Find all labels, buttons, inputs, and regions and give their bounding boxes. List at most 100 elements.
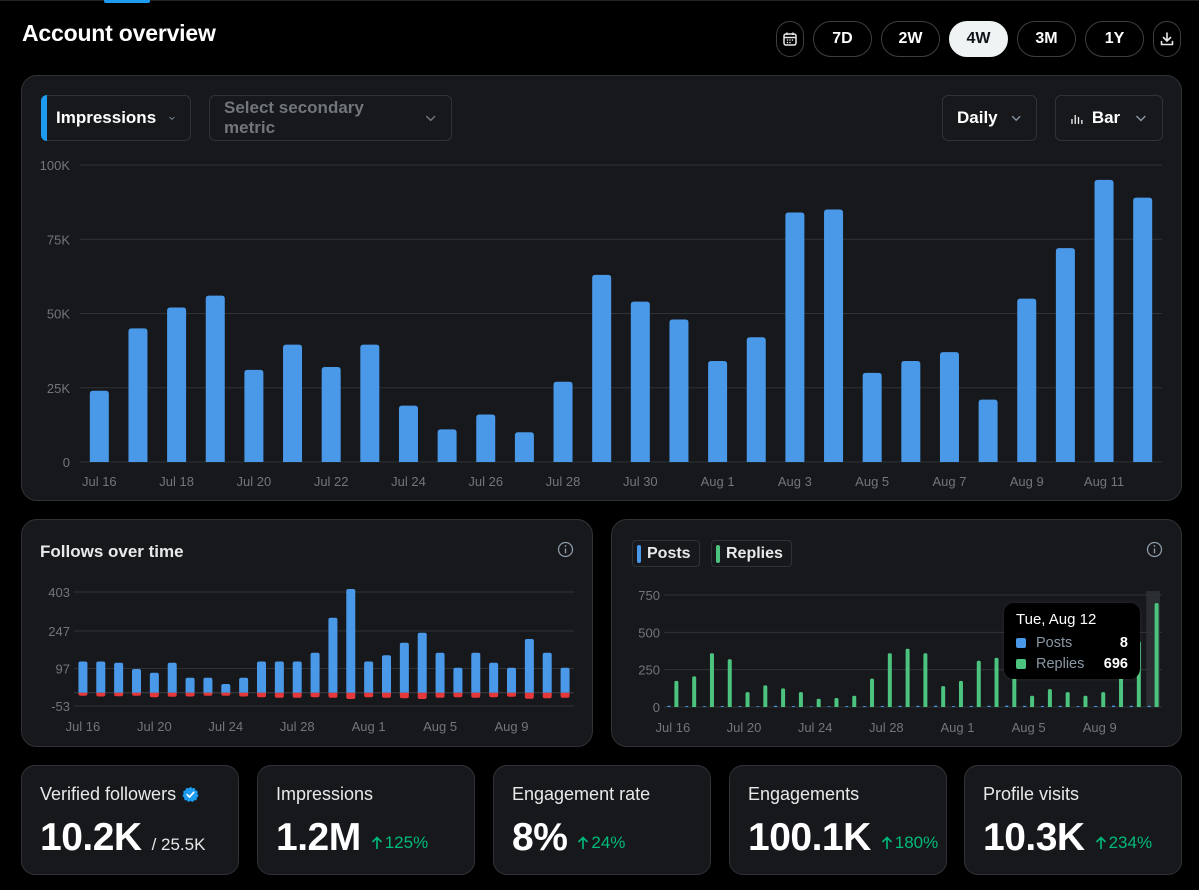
impressions-bar — [746, 337, 766, 462]
replies-bar — [976, 660, 981, 707]
unfollows-bar — [114, 692, 124, 697]
x-tick-label: Aug 11 — [1084, 474, 1124, 489]
impressions-bar — [939, 352, 959, 462]
page-title: Account overview — [22, 20, 216, 46]
stat-card-profile-visits[interactable]: Profile visits 10.3K 234% — [964, 765, 1182, 875]
impressions-bar — [476, 414, 496, 462]
impressions-bar — [592, 274, 612, 462]
arrow-up-icon — [1095, 836, 1106, 849]
unfollows-bar — [524, 692, 534, 699]
chevron-down-icon — [1011, 115, 1021, 122]
tooltip-replies-row: Replies 696 — [1016, 653, 1128, 674]
range-4w-button[interactable]: 4W — [949, 21, 1008, 57]
follows-bar — [435, 652, 445, 693]
y-tick-label: 0 — [653, 700, 660, 715]
interval-select[interactable]: Daily — [942, 95, 1037, 141]
impressions-bar — [167, 307, 187, 462]
chart-type-select[interactable]: Bar — [1055, 95, 1163, 141]
tooltip-posts-row: Posts 8 — [1016, 632, 1128, 653]
x-tick-label: Jul 30 — [623, 474, 658, 489]
follows-bar — [560, 667, 570, 693]
x-tick-label: Aug 9 — [495, 719, 529, 734]
range-1y-button[interactable]: 1Y — [1085, 21, 1144, 57]
replies-bar — [1047, 689, 1052, 707]
follows-bar — [149, 672, 159, 693]
stat-change: 24% — [577, 833, 625, 853]
replies-bar — [905, 648, 910, 707]
impressions-bar — [553, 381, 573, 462]
posts-swatch — [637, 544, 641, 563]
posts-bar — [667, 705, 671, 707]
stat-change-value: 24% — [591, 833, 626, 852]
unfollows-bar — [203, 692, 213, 696]
posts-replies-bar-chart[interactable]: 0 250 500 750 Jul 16 Jul 20 Jul 24 Jul 28 Aug 1 A… — [612, 520, 1183, 748]
primary-metric-select[interactable]: Impressions — [41, 95, 191, 141]
replies-bar — [1101, 692, 1106, 707]
posts-bar — [1040, 705, 1044, 707]
active-nav-indicator — [104, 0, 150, 3]
legend-posts[interactable]: Posts — [632, 540, 700, 567]
stat-card-engagement-rate[interactable]: Engagement rate 8% 24% — [493, 765, 711, 875]
stat-change-value: 125% — [384, 833, 429, 852]
top-border — [0, 0, 1199, 1]
range-2w-button[interactable]: 2W — [881, 21, 940, 57]
replies-bar — [852, 695, 857, 707]
unfollows-bar — [257, 692, 266, 698]
tooltip-replies-swatch — [1016, 658, 1026, 669]
stat-card-impressions[interactable]: Impressions 1.2M 125% — [257, 765, 475, 875]
follows-bar — [399, 642, 409, 693]
follows-bar — [364, 661, 374, 693]
secondary-metric-placeholder: Select secondary metric — [224, 98, 364, 137]
follows-bar — [542, 652, 552, 693]
stat-value: 10.2K / 25.5K — [40, 816, 205, 860]
legend-posts-label: Posts — [647, 544, 691, 562]
range-7d-button[interactable]: 7D — [813, 21, 872, 57]
range-3m-button[interactable]: 3M — [1017, 21, 1076, 57]
info-icon[interactable] — [1146, 541, 1163, 558]
unfollows-bar — [435, 692, 445, 698]
posts-bar — [880, 705, 884, 707]
tooltip-posts-swatch — [1016, 637, 1026, 648]
tooltip-posts-value: 8 — [1119, 634, 1128, 651]
x-tick-label: Jul 26 — [468, 474, 503, 489]
posts-bar — [1005, 705, 1009, 707]
secondary-metric-select[interactable]: Select secondary metric — [209, 95, 452, 141]
stat-value-number: 10.2K — [40, 816, 142, 859]
x-tick-label: Jul 18 — [159, 474, 194, 489]
info-icon[interactable] — [557, 541, 574, 558]
unfollows-bar — [239, 692, 249, 697]
calendar-button[interactable] — [776, 21, 804, 57]
follows-bar-chart[interactable]: -53 97 247 403 Jul 16 Jul 20 Jul 24 Jul 28 Aug 1… — [22, 520, 594, 748]
download-button[interactable] — [1153, 21, 1181, 57]
download-icon — [1160, 32, 1174, 46]
posts-bar — [685, 706, 689, 707]
x-tick-label: Jul 16 — [656, 720, 691, 735]
bar-chart-icon — [1071, 115, 1083, 124]
stat-change: 180% — [881, 833, 938, 853]
unfollows-bar — [310, 692, 320, 698]
posts-bar — [774, 705, 778, 707]
replies-bar — [727, 659, 732, 707]
legend-replies[interactable]: Replies — [711, 540, 792, 567]
x-tick-label: Jul 22 — [314, 474, 349, 489]
stat-card-verified-followers[interactable]: Verified followers 10.2K / 25.5K — [21, 765, 239, 875]
unfollows-bar — [346, 692, 356, 699]
impressions-bar-chart[interactable]: 0 25K 50K 75K 100K Jul 16 Jul 18 Jul 20 Jul 22 Ju… — [22, 76, 1183, 502]
follows-bar — [203, 677, 213, 693]
stat-card-engagements[interactable]: Engagements 100.1K 180% — [729, 765, 947, 875]
posts-bar — [1094, 705, 1098, 707]
follows-bar — [257, 661, 266, 693]
calendar-icon — [783, 32, 797, 46]
stat-value: 8% 24% — [512, 816, 625, 860]
unfollows-bar — [221, 692, 231, 696]
y-tick-label: 750 — [638, 588, 660, 603]
follows-bar — [489, 662, 499, 693]
follows-chart-panel: Follows over time -53 97 247 403 Jul 16 Jul 2… — [21, 519, 593, 747]
impressions-bar — [360, 344, 380, 462]
follows-bar — [328, 617, 338, 693]
posts-bar — [1058, 705, 1062, 707]
replies-bar — [745, 692, 750, 707]
posts-bar — [934, 705, 938, 707]
replies-bar — [994, 657, 999, 707]
stat-label: Profile visits — [983, 784, 1080, 804]
